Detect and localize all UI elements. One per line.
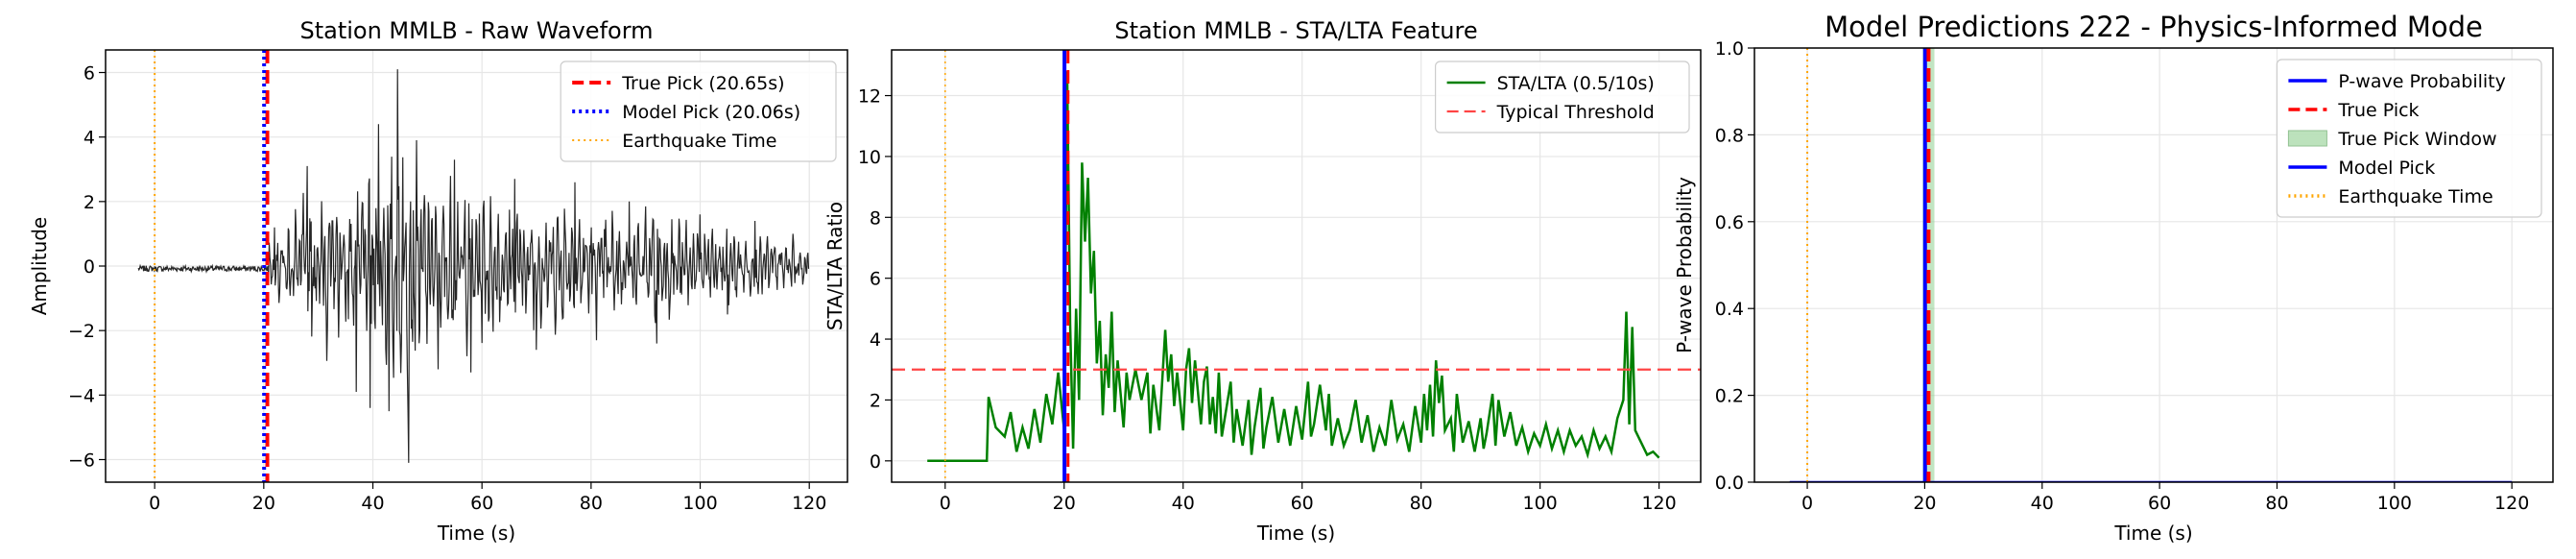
x-axis-label: Time (s) [437, 522, 515, 545]
x-tick-label: 120 [792, 493, 826, 514]
y-tick-label: 0 [83, 256, 95, 278]
chart-title: Model Predictions 222 - Physics-Informed… [1825, 11, 2483, 43]
y-tick-label: 0 [870, 451, 881, 473]
x-tick-label: 80 [2265, 493, 2288, 514]
series-line-1 [927, 71, 1660, 463]
plot-area [892, 50, 1701, 482]
y-tick-label: 0.4 [1715, 299, 1744, 320]
y-axis-label: P-wave Probability [1673, 177, 1696, 353]
legend-label: True Pick (20.65s) [621, 73, 784, 94]
y-tick-label: 1.0 [1715, 38, 1744, 60]
y-tick-label: 0.0 [1715, 473, 1744, 494]
x-axis-label: Time (s) [2113, 522, 2192, 545]
x-axis-label: Time (s) [1256, 522, 1335, 545]
y-tick-label: 4 [83, 128, 95, 149]
legend-box [1434, 61, 1690, 134]
y-tick-label: 10 [858, 147, 881, 168]
x-tick-label: 60 [470, 493, 493, 514]
y-tick-label: 12 [858, 86, 881, 108]
chart-title: Station MMLB - STA/LTA Feature [1114, 17, 1477, 44]
plot-area [1789, 48, 2513, 482]
x-tick-label: 120 [1641, 493, 1676, 514]
x-tick-label: 60 [1291, 493, 1314, 514]
x-tick-label: 0 [1801, 493, 1813, 514]
x-tick-label: 80 [580, 493, 603, 514]
legend: P-wave Probability True Pick True Pick Win… [2276, 59, 2542, 218]
axes-frame [1753, 47, 2554, 483]
legend-box [2276, 59, 2542, 218]
x-tick-label: 120 [2494, 493, 2529, 514]
legend-label: True Pick [2337, 100, 2419, 121]
y-tick-label: 4 [870, 329, 881, 351]
x-tick-label: 100 [682, 493, 717, 514]
chart-panel-1: 0 20 40 60 80 100 120 −6 −4 −2 0 2 4 6 Station MMLB - … [28, 17, 848, 545]
y-tick-label: 0.8 [1715, 125, 1744, 146]
x-tick-label: 40 [1172, 493, 1195, 514]
legend-swatch [2287, 130, 2327, 147]
x-tick-label: 20 [1913, 493, 1936, 514]
legend: STA/LTA (0.5/10s) Typical Threshold [1434, 61, 1690, 134]
legend-label: Model Pick [2338, 158, 2435, 179]
legend-label: P-wave Probability [2338, 71, 2506, 92]
legend-label: STA/LTA (0.5/10s) [1497, 73, 1655, 94]
legend-label: True Pick Window [2337, 129, 2496, 150]
y-tick-label: 6 [870, 269, 881, 290]
y-axis-label: Amplitude [28, 217, 51, 316]
legend-label: Typical Threshold [1496, 102, 1655, 123]
y-tick-label: 2 [83, 192, 95, 213]
x-tick-label: 0 [940, 493, 951, 514]
chart-title: Station MMLB - Raw Waveform [299, 17, 653, 44]
x-tick-label: 40 [361, 493, 384, 514]
y-tick-label: 2 [870, 390, 881, 411]
x-tick-label: 40 [2031, 493, 2054, 514]
x-tick-label: 100 [1523, 493, 1558, 514]
legend-label: Earthquake Time [622, 131, 776, 152]
legend-label: Earthquake Time [2338, 186, 2493, 207]
axes-frame [891, 49, 1702, 483]
x-tick-label: 20 [1053, 493, 1076, 514]
chart-panel-3: 0 20 40 60 80 100 120 0.0 0.2 0.4 0.6 0.8 1.0 Model P… [1673, 11, 2554, 545]
y-axis-label: STA/LTA Ratio [823, 202, 847, 330]
x-tick-label: 0 [149, 493, 160, 514]
legend-label: Model Pick (20.06s) [622, 102, 800, 123]
y-tick-label: 0.6 [1715, 212, 1744, 233]
y-tick-label: −6 [68, 450, 95, 471]
x-tick-label: 80 [1410, 493, 1433, 514]
legend-box [560, 61, 837, 162]
y-tick-label: 6 [83, 63, 95, 85]
x-tick-label: 60 [2148, 493, 2171, 514]
y-tick-label: −4 [68, 385, 95, 406]
x-tick-label: 100 [2377, 493, 2412, 514]
y-tick-label: 8 [870, 207, 881, 229]
series-line-waveform [137, 69, 810, 463]
chart-panel-2: 0 20 40 60 80 100 120 0 2 4 6 8 10 12 Station MMLB - S… [823, 17, 1702, 545]
plot-area [137, 50, 810, 482]
x-tick-label: 20 [252, 493, 275, 514]
y-tick-label: −2 [68, 321, 95, 342]
legend: True Pick (20.65s) Model Pick (20.06s) Ear… [560, 61, 837, 162]
y-tick-label: 0.2 [1715, 386, 1744, 407]
